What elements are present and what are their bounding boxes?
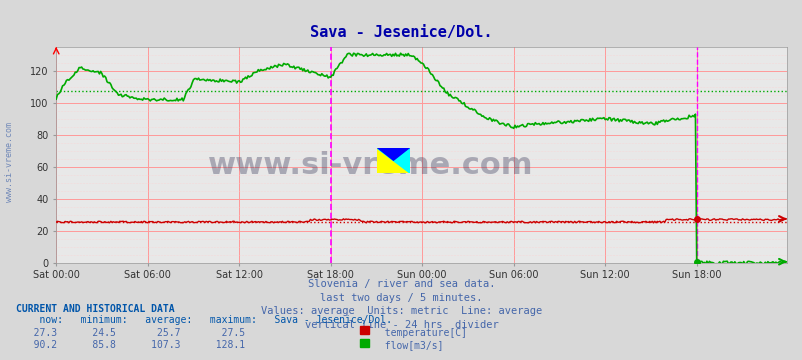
Text: Slovenia / river and sea data.: Slovenia / river and sea data. [307,279,495,289]
Text: www.si-vreme.com: www.si-vreme.com [208,151,533,180]
Text: flow[m3/s]: flow[m3/s] [373,340,444,350]
Text: Values: average  Units: metric  Line: average: Values: average Units: metric Line: aver… [261,306,541,316]
Text: www.si-vreme.com: www.si-vreme.com [5,122,14,202]
Text: CURRENT AND HISTORICAL DATA: CURRENT AND HISTORICAL DATA [16,304,175,314]
Text: vertical line - 24 hrs  divider: vertical line - 24 hrs divider [304,320,498,330]
Text: 27.3      24.5       25.7       27.5: 27.3 24.5 25.7 27.5 [16,328,245,338]
Text: temperature[C]: temperature[C] [373,328,467,338]
Polygon shape [377,148,409,173]
Text: Sava - Jesenice/Dol.: Sava - Jesenice/Dol. [310,25,492,40]
Text: last two days / 5 minutes.: last two days / 5 minutes. [320,293,482,303]
Polygon shape [377,148,409,160]
Text: 90.2      85.8      107.3      128.1: 90.2 85.8 107.3 128.1 [16,340,245,350]
Polygon shape [377,148,409,173]
Text: now:   minimum:   average:   maximum:   Sava - Jesenice/Dol.: now: minimum: average: maximum: Sava - J… [16,315,391,325]
